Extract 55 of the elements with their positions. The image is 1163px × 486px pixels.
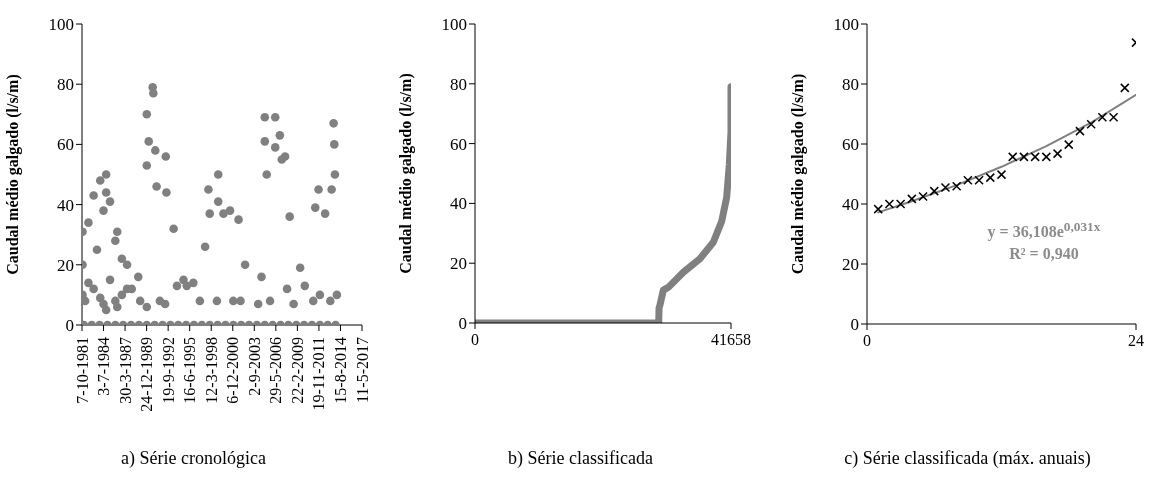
x-tick-label: 30-3-1987 (116, 337, 134, 404)
point (1120, 83, 1130, 93)
x-tick-label: 11-5-2017 (353, 337, 371, 404)
y-axis-title: Caudal médio galgado (l/s/m) (788, 73, 807, 275)
x-tick-label: 29-5-2006 (267, 337, 285, 404)
x-tick-label: 41658 (711, 331, 751, 348)
y-tick-label: 60 (450, 134, 467, 154)
point (1064, 139, 1074, 150)
y-tick-label: 0 (458, 314, 467, 334)
y-tick-label: 100 (48, 15, 74, 35)
point (918, 191, 928, 202)
x-tick-label: 3-7-1984 (95, 337, 113, 396)
x-tick-label: 0 (863, 332, 871, 349)
text: a) Série cronológica (120, 448, 267, 469)
point (907, 194, 917, 204)
annotation: R² = 0,940 (1008, 244, 1080, 265)
y-tick-label: 20 (450, 254, 467, 274)
y-axis-title: Caudal médio galgado (l/s/m) (396, 73, 415, 274)
x-tick-label: 0 (471, 331, 479, 348)
y-tick-label: 60 (57, 135, 74, 155)
y-tick-label: 20 (842, 255, 859, 275)
x-tick-label: 22-2-2009 (288, 337, 306, 404)
y-tick-label: 80 (57, 75, 74, 95)
point (1075, 126, 1085, 136)
x-tick-label: 7-10-1981 (73, 337, 91, 404)
x-tick-label: 19-9-1992 (159, 337, 177, 404)
point (929, 186, 939, 196)
y-tick-label: 100 (833, 15, 859, 35)
y-tick-label: 80 (842, 75, 859, 95)
point (1052, 148, 1063, 159)
text: c) Série classificada (máx. anuais) (843, 448, 1092, 469)
line-series (877, 93, 1136, 214)
x-tick-label: 24-12-1989 (138, 337, 156, 412)
x-tick-label: 12-3-1998 (202, 337, 220, 404)
y-tick-label: 40 (842, 195, 859, 215)
point (985, 172, 996, 183)
point (873, 204, 883, 214)
point (996, 169, 1007, 180)
x-tick-label: 15-8-2014 (331, 337, 349, 404)
x-tick-label: 16-6-1995 (181, 337, 199, 404)
x-tick-label: 6-12-2000 (224, 337, 242, 404)
annotation: y = 36,108e$^{0,031x}$ (986, 218, 1102, 243)
y-tick-label: 80 (450, 74, 467, 94)
x-tick-label: 24 (1128, 332, 1144, 349)
y-tick-label: 0 (850, 315, 859, 335)
y-tick-label: 40 (450, 194, 467, 214)
y-tick-label: 60 (842, 135, 859, 155)
y-axis-title: Caudal médio galgado (l/s/m) (3, 74, 22, 275)
x-tick-label: 2-9-2003 (245, 337, 263, 396)
text: b) Série classificada (507, 448, 654, 469)
y-tick-label: 40 (57, 195, 74, 215)
point (1086, 119, 1096, 129)
y-tick-label: 20 (57, 255, 74, 275)
x-tick-label: 19-11-2011 (310, 337, 328, 411)
y-tick-label: 100 (441, 15, 467, 35)
